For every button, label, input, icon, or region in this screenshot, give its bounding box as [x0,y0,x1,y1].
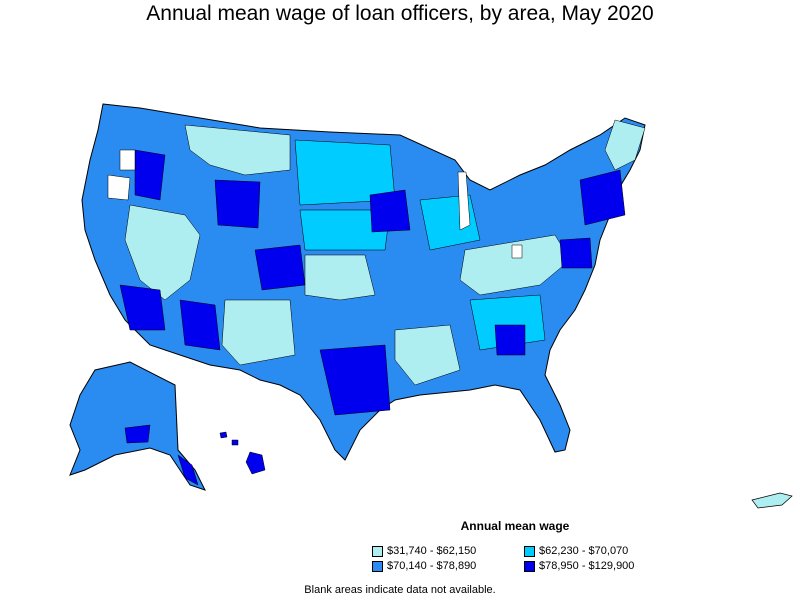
region-mountain-west-low [124,204,201,301]
hawaii-big-island [245,451,266,475]
legend-item-q1: $31,740 - $62,150 [372,545,476,557]
legend-swatch-q1 [372,545,383,557]
region-appalachia-low [459,234,571,296]
region-minnesota-high [369,189,411,233]
legend-item-q2: $62,230 - $70,070 [524,545,628,557]
region-california-high [119,284,166,331]
legend-swatch-q3 [372,560,383,572]
legend-label-q4: $78,950 - $129,900 [539,560,635,572]
region-lower-south-low [394,324,461,386]
alaska-high [124,424,151,444]
region-west-virginia-blank [511,244,523,259]
region-new-mexico-low [221,299,296,366]
region-texas-high [319,344,391,416]
legend-label-q1: $31,740 - $62,150 [387,545,477,557]
legend-item-q4: $78,950 - $129,900 [524,560,634,572]
region-lake-michigan [457,171,471,231]
puerto-rico [751,492,793,509]
map-title: Annual mean wage of loan officers, by ar… [146,2,654,25]
legend-swatch-q4 [524,560,535,572]
region-wyoming-high [214,179,261,229]
legend-title: Annual mean wage [460,519,570,533]
region-southeast-mid [469,294,546,351]
region-washington-blank [119,149,136,171]
hawaii-islands [219,431,239,446]
region-colorado-high [254,244,306,291]
region-arizona-high [179,299,221,351]
region-nebraska-mid [299,209,391,251]
region-maine-low [604,119,646,171]
legend-label-q2: $62,230 - $70,070 [539,545,629,557]
legend-item-q3: $70,140 - $78,890 [372,560,476,572]
alaska [69,361,206,491]
region-montana-low [184,124,291,176]
region-midwest-mid [419,194,481,251]
alaska-panhandle-high [177,454,199,486]
region-northeast-high [579,169,626,226]
region-oregon-blank [107,174,131,201]
blank-areas-note: Blank areas indicate data not available. [304,584,496,596]
legend-swatch-q2 [524,545,535,557]
region-idaho-high [134,149,166,201]
region-atlanta-high [494,324,526,356]
legend-label-q3: $70,140 - $78,890 [387,560,477,572]
region-mid-atlantic-high [559,237,593,269]
region-plains-low [304,254,376,301]
